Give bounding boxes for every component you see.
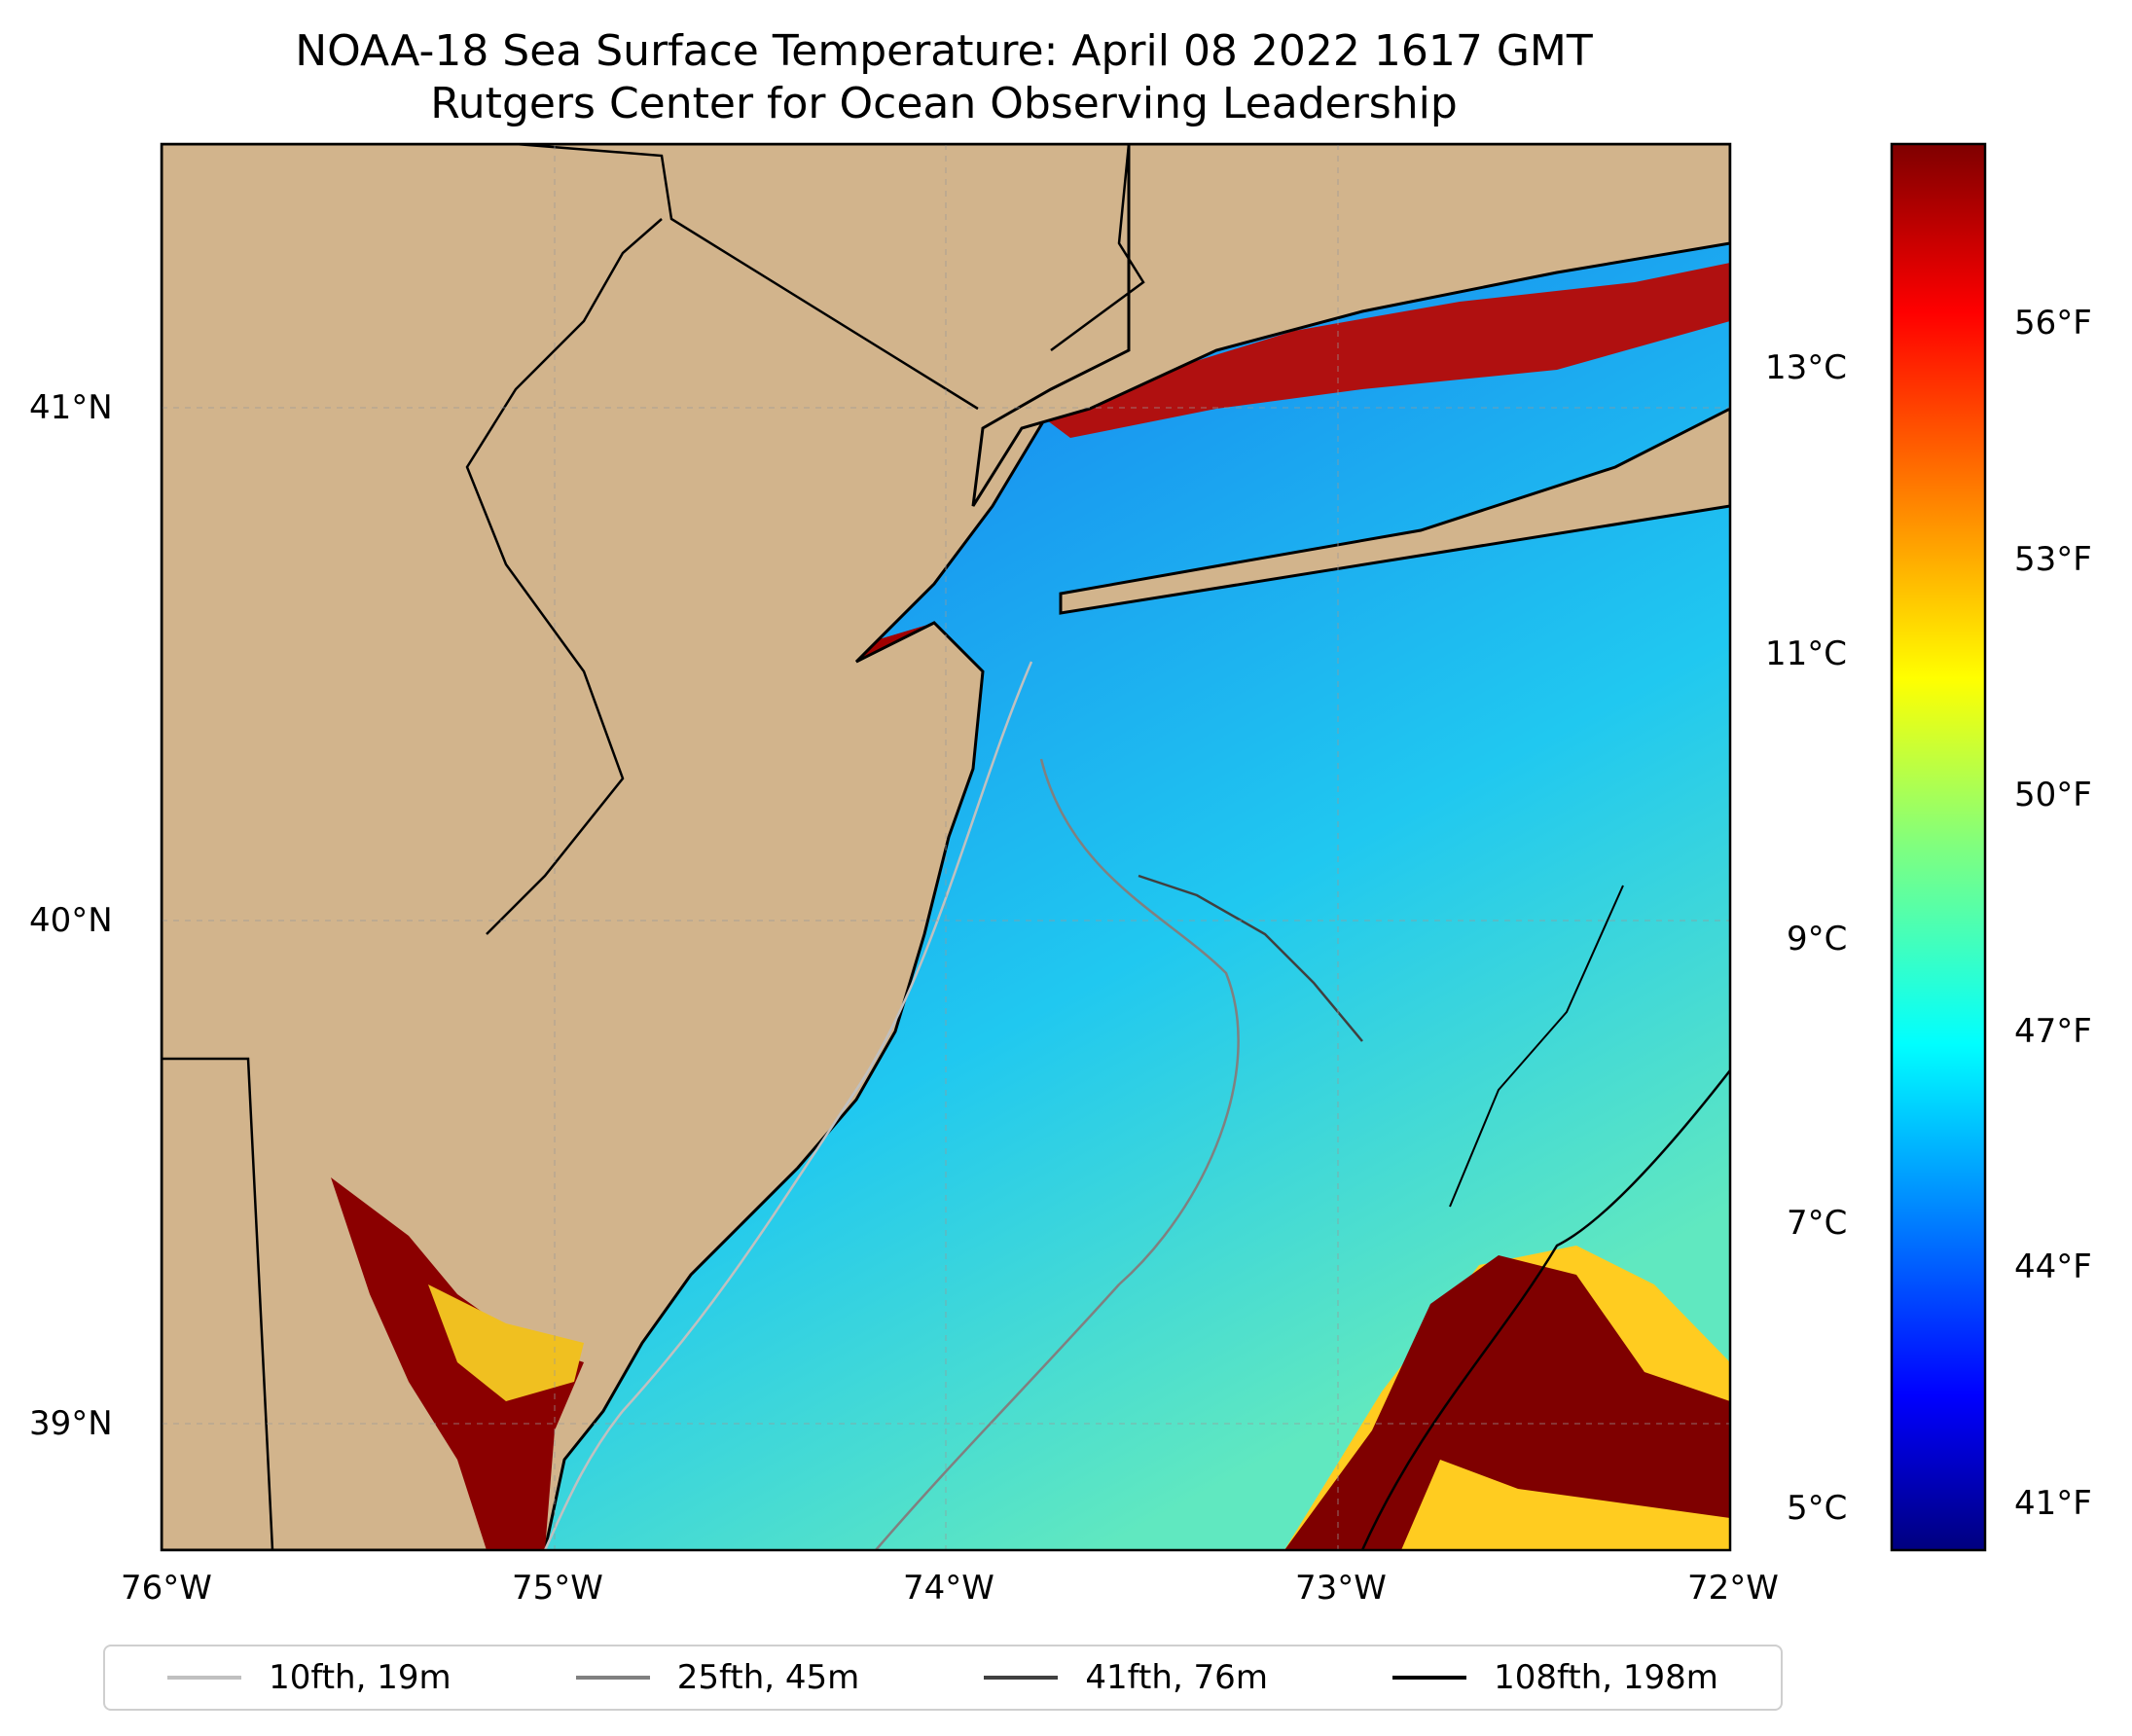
colorbar-fahrenheit-tick: 50°F <box>2014 776 2092 814</box>
isobath-76m <box>1138 874 1363 1042</box>
x-tick-label: 74°W <box>903 1569 994 1608</box>
gridlines <box>162 144 1730 1550</box>
legend-label: 108fth, 198m <box>1494 1658 1718 1697</box>
legend: 10fth, 19m 25fth, 45m 41fth, 76m 108fth,… <box>103 1645 1783 1711</box>
delaware-river <box>465 218 663 935</box>
legend-item: 108fth, 198m <box>1392 1658 1718 1697</box>
legend-swatch <box>984 1676 1059 1680</box>
isobath-19m <box>543 661 1033 1550</box>
sound-warm <box>1031 263 1730 438</box>
de-md-border <box>162 1057 274 1550</box>
colorbar-celsius-tick: 13°C <box>1765 348 1848 387</box>
ny-nj-border <box>515 144 979 411</box>
colorbar-celsius-tick: 7°C <box>1787 1204 1848 1243</box>
legend-label: 10fth, 19m <box>269 1658 452 1697</box>
delaware-warm <box>428 1284 584 1401</box>
colorbar-fahrenheit-tick: 53°F <box>2014 540 2092 579</box>
colorbar-fahrenheit-tick: 44°F <box>2014 1248 2092 1286</box>
legend-swatch <box>1392 1676 1467 1680</box>
colorbar-celsius-tick: 5°C <box>1787 1489 1848 1528</box>
y-tick-label: 39°N <box>29 1404 113 1443</box>
land-new-jersey <box>162 144 1131 1550</box>
ny-ct-border <box>1050 144 1145 352</box>
x-tick-label: 73°W <box>1295 1569 1387 1608</box>
x-tick-label: 75°W <box>512 1569 603 1608</box>
colorbar <box>1890 142 1987 1552</box>
isobath-45m <box>875 758 1240 1550</box>
legend-item: 10fth, 19m <box>167 1658 452 1697</box>
map-frame <box>160 142 1732 1552</box>
colorbar-celsius-tick: 9°C <box>1787 920 1848 958</box>
land-connecticut <box>971 144 1730 507</box>
delaware-bay <box>331 1177 584 1550</box>
x-tick-label: 76°W <box>121 1569 212 1608</box>
y-tick-label: 40°N <box>29 901 113 940</box>
warm-core <box>1284 1255 1730 1550</box>
legend-swatch <box>167 1676 242 1680</box>
legend-swatch <box>575 1676 650 1680</box>
colorbar-fahrenheit-tick: 47°F <box>2014 1012 2092 1051</box>
legend-label: 25fth, 45m <box>676 1658 860 1697</box>
land-long-island <box>1059 407 1730 615</box>
y-tick-label: 41°N <box>29 388 113 427</box>
legend-item: 25fth, 45m <box>575 1658 860 1697</box>
colorbar-fahrenheit-tick: 56°F <box>2014 304 2092 343</box>
chart-subtitle: Rutgers Center for Ocean Observing Leade… <box>430 79 1458 128</box>
map-area <box>162 144 1730 1550</box>
colorbar-celsius-tick: 11°C <box>1765 634 1848 673</box>
legend-label: 41fth, 76m <box>1085 1658 1268 1697</box>
isobath-198m <box>1360 1069 1730 1550</box>
chart-title: NOAA-18 Sea Surface Temperature: April 0… <box>295 26 1593 76</box>
legend-item: 41fth, 76m <box>984 1658 1268 1697</box>
colorbar-fahrenheit-tick: 41°F <box>2014 1484 2092 1523</box>
x-tick-label: 72°W <box>1687 1569 1779 1608</box>
